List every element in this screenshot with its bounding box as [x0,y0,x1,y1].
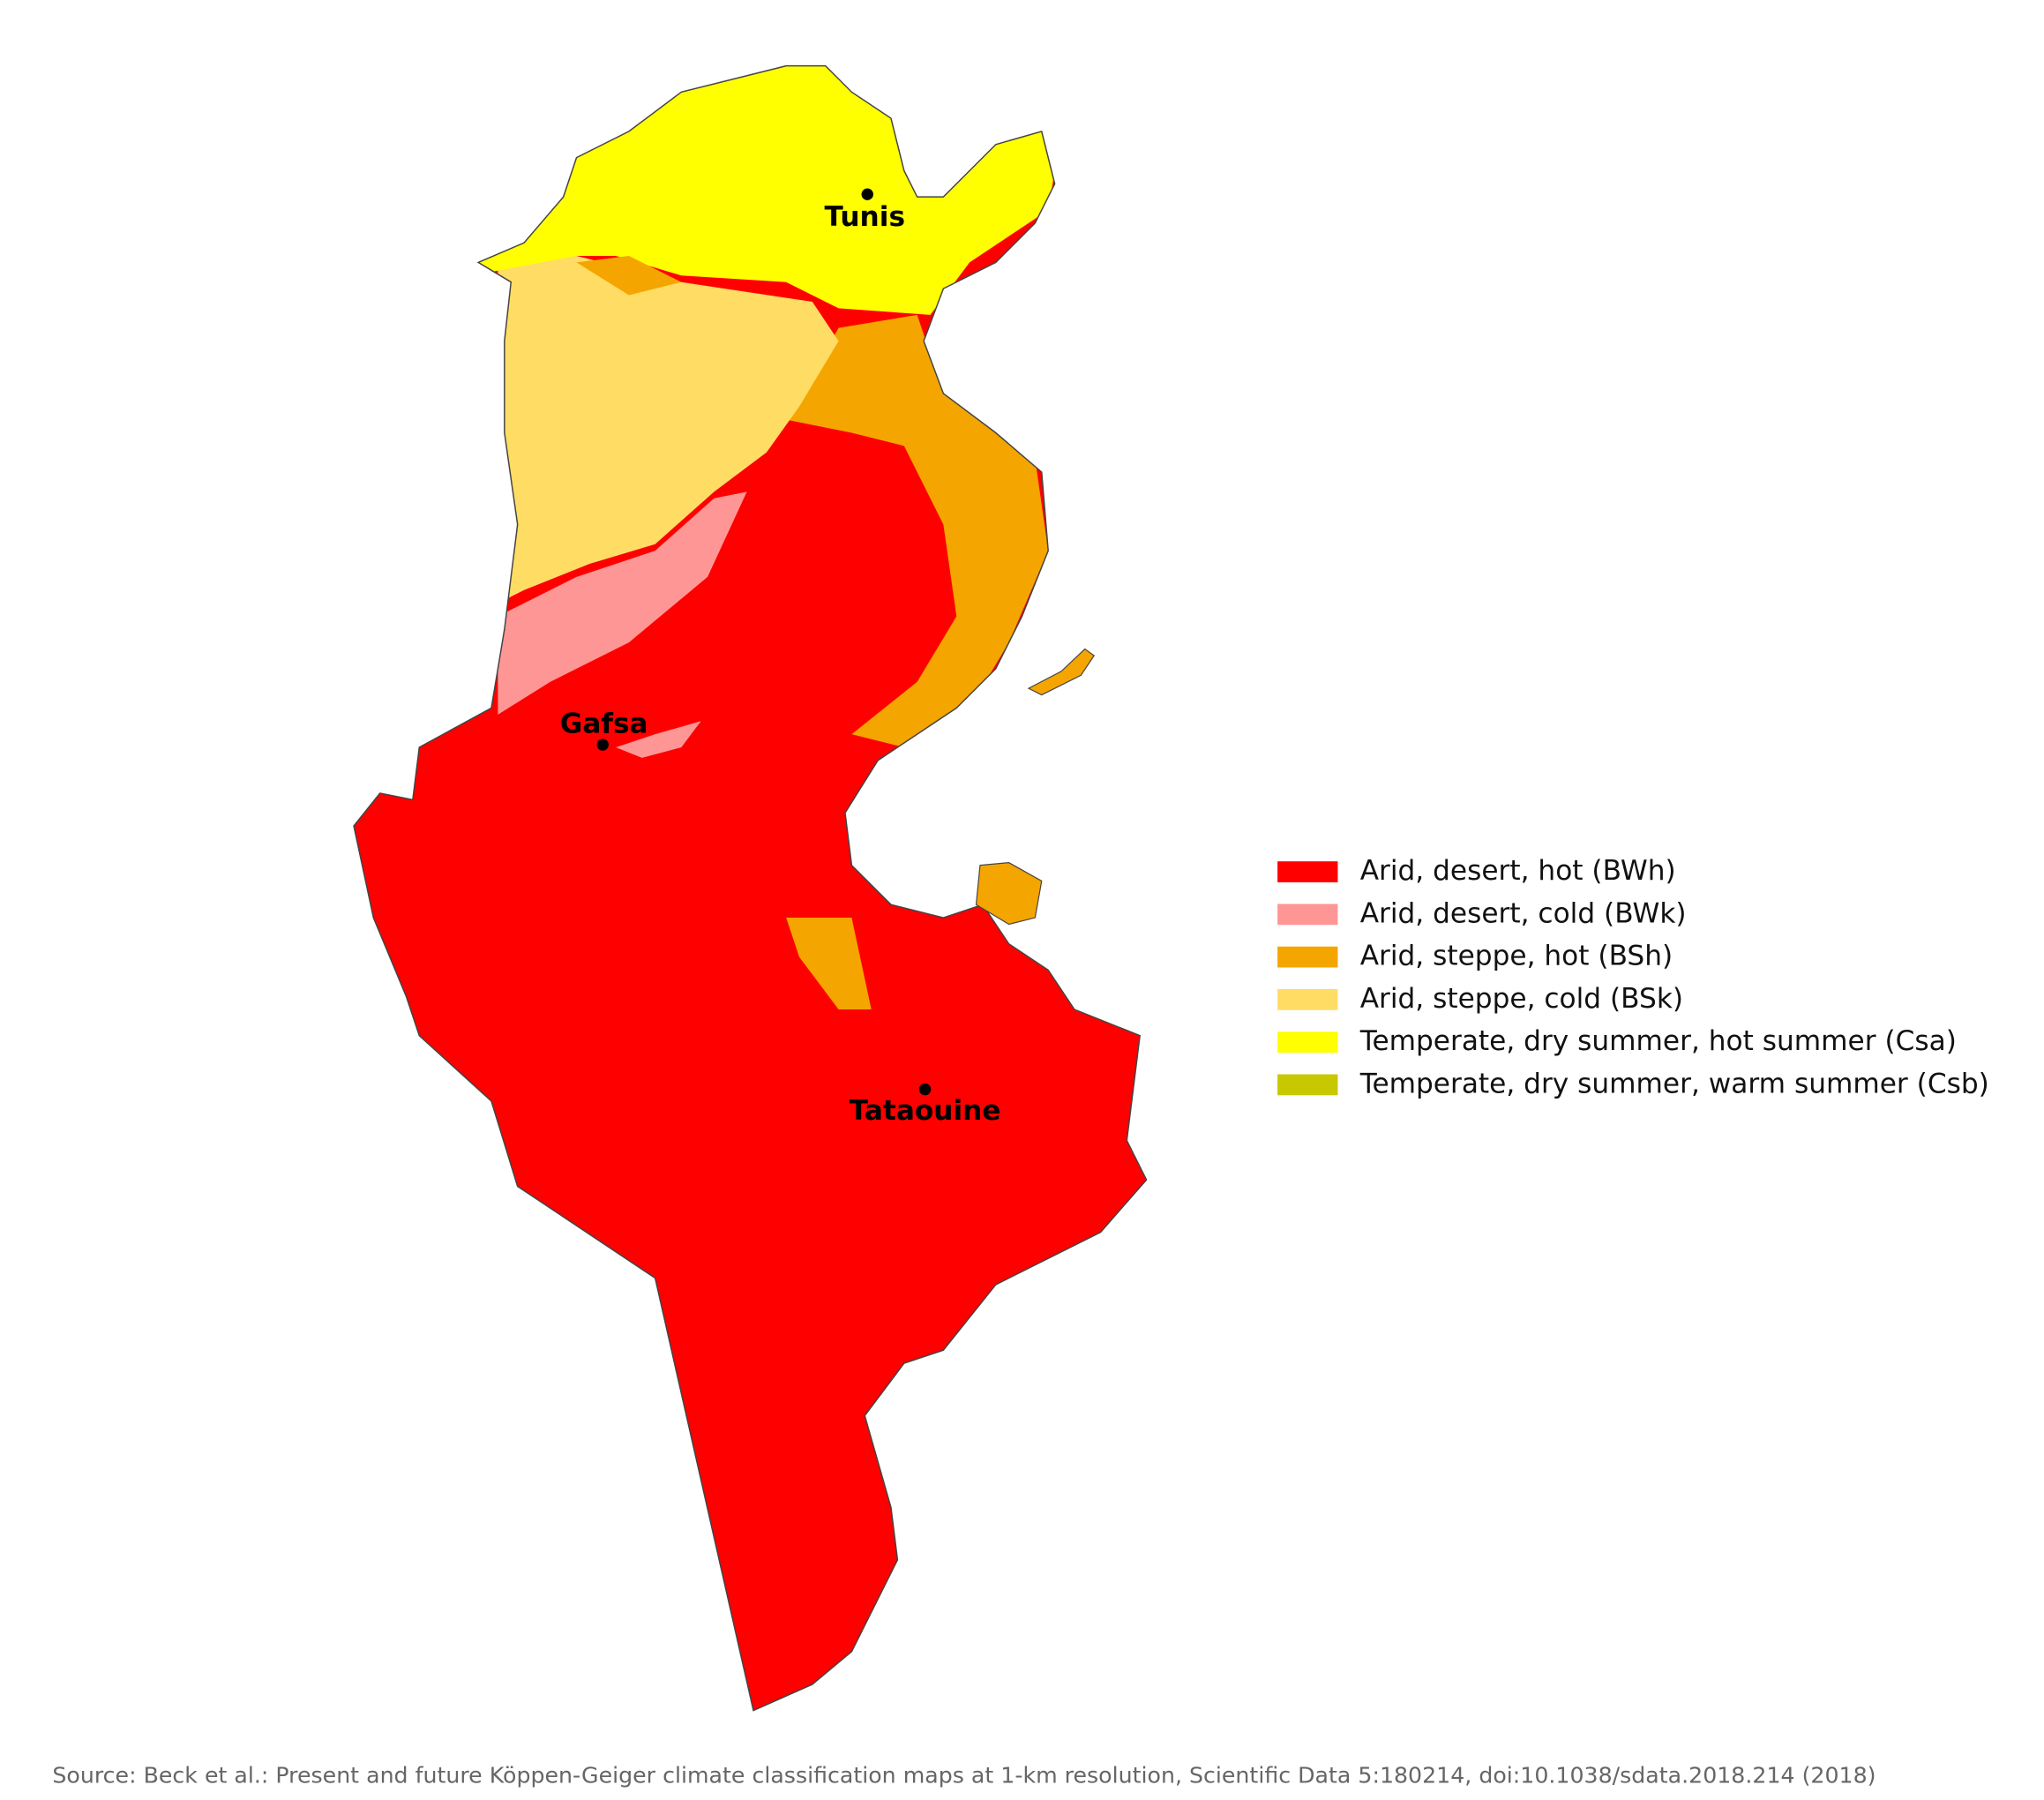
zone-bsh [576,255,682,296]
zone-bwk [498,491,747,715]
legend-swatch [1277,1074,1338,1096]
zone-bsh [786,918,872,1010]
city-dot [918,1083,932,1096]
city-dot [861,188,873,200]
city-dot [596,739,609,751]
legend-label: Arid, steppe, cold (BSk) [1360,983,1683,1015]
legend-swatch [1277,1031,1338,1054]
legend-label: Arid, desert, hot (BWh) [1360,855,1676,887]
legend-swatch [1277,904,1338,926]
legend-swatch [1277,861,1338,882]
legend-swatch [1277,946,1338,968]
legend-label: Temperate, dry summer, hot summer (Csa) [1359,1025,1957,1057]
city-label: Tataouine [850,1095,1001,1127]
legend: Arid, desert, hot (BWh) Arid, desert, col… [1277,855,1989,1099]
legend-label: Arid, desert, cold (BWk) [1360,897,1687,929]
country-outline [353,64,1148,1712]
city-label: Tunis [825,201,906,233]
legend-swatch [1277,988,1338,1010]
legend-label: Arid, steppe, hot (BSh) [1360,941,1673,972]
zone-bsk [471,255,839,604]
legend-label: Temperate, dry summer, warm summer (Csb) [1359,1068,1989,1099]
island-djerba [975,862,1043,926]
source-note: Source: Beck et al.: Present and future … [52,1762,1876,1788]
climate-zones [354,65,1147,1711]
zone-bwk [616,721,701,758]
island-kerkennah [1027,648,1096,696]
city-label: Gafsa [560,709,648,740]
